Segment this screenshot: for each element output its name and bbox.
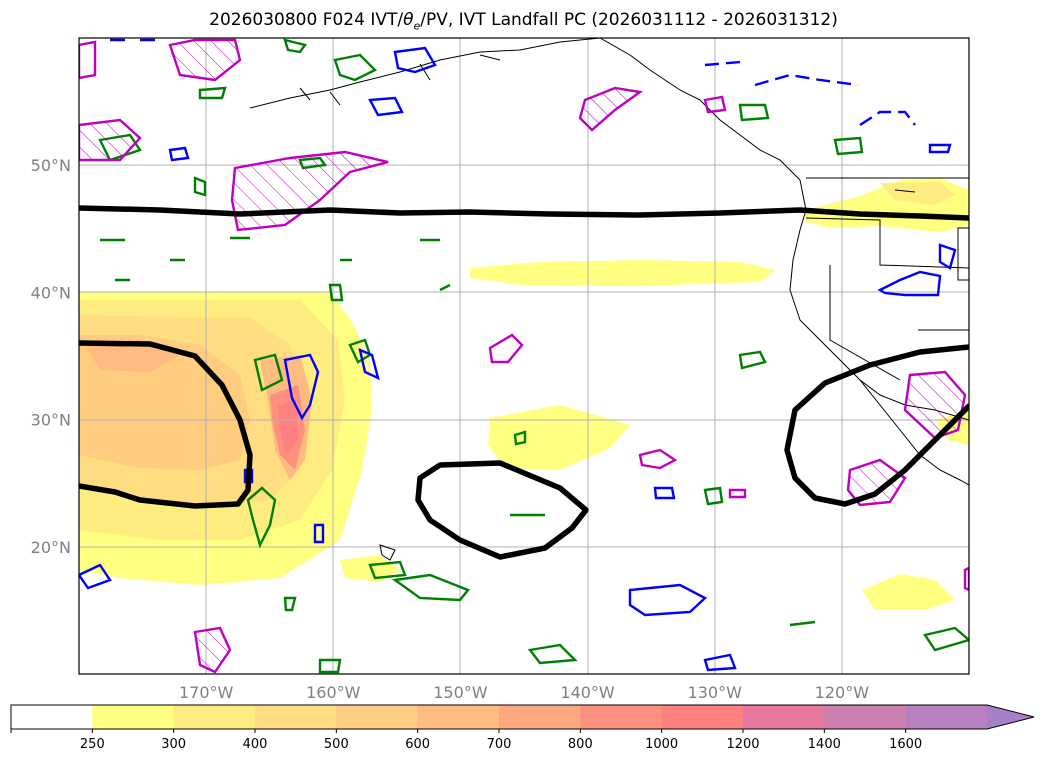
lat-label: 30°N bbox=[31, 411, 71, 430]
colorbar-tick-label: 1600 bbox=[889, 737, 922, 752]
colorbar-box bbox=[499, 705, 581, 729]
colorbar-box bbox=[661, 705, 744, 729]
gridlines bbox=[79, 38, 969, 674]
colorbar-tick-label: 500 bbox=[324, 737, 349, 752]
colorbar-box bbox=[173, 705, 256, 729]
pc-contours bbox=[79, 205, 969, 560]
colorbar-tick-label: 300 bbox=[161, 737, 186, 752]
colorbar-box bbox=[255, 705, 337, 729]
lon-label: 150°W bbox=[433, 683, 488, 702]
colorbar-outline bbox=[10, 704, 1035, 730]
lat-label: 20°N bbox=[31, 538, 71, 557]
colorbar-tick-label: 600 bbox=[405, 737, 430, 752]
lon-label: 130°W bbox=[688, 683, 743, 702]
title-theta: θ bbox=[403, 10, 414, 30]
colorbar-box bbox=[336, 705, 419, 729]
colorbar-box bbox=[11, 705, 93, 729]
lon-label: 170°W bbox=[179, 683, 234, 702]
map-title: 2026030800 F024 IVT/θe/PV, IVT Landfall … bbox=[0, 10, 1047, 32]
colorbar-tick-label: 1200 bbox=[726, 737, 759, 752]
colorbar-tick-label: 800 bbox=[568, 737, 593, 752]
title-prefix: 2026030800 F024 IVT/ bbox=[209, 10, 404, 30]
colorbar-box bbox=[824, 705, 907, 729]
latitude-labels: 50°N 40°N 30°N 20°N bbox=[31, 156, 71, 557]
map-content bbox=[79, 38, 969, 674]
colorbar-box bbox=[417, 705, 500, 729]
colorbar-extend-arrow bbox=[987, 705, 1034, 729]
pv-positive-contours bbox=[79, 38, 969, 674]
colorbar-box bbox=[905, 705, 988, 729]
colorbar-box bbox=[92, 705, 175, 729]
colorbar-tick-label: 700 bbox=[487, 737, 512, 752]
lon-label: 140°W bbox=[560, 683, 615, 702]
pv-negative-contours bbox=[79, 38, 957, 672]
lon-label: 160°W bbox=[306, 683, 361, 702]
title-suffix: /PV, IVT Landfall PC (2026031112 - 20260… bbox=[420, 10, 838, 30]
colorbar-tick-label: 400 bbox=[243, 737, 268, 752]
colorbar: 250 300 400 500 600 700 800 1000 1200 1400 1600 bbox=[10, 704, 1035, 752]
theta-e-contours bbox=[98, 38, 969, 674]
colorbar-tick-label: 250 bbox=[80, 737, 105, 752]
colorbar-tick-label: 1400 bbox=[808, 737, 841, 752]
longitude-labels: 170°W 160°W 150°W 140°W 130°W 120°W bbox=[179, 683, 869, 702]
map-frame bbox=[78, 37, 970, 675]
lon-label: 120°W bbox=[815, 683, 870, 702]
lat-label: 50°N bbox=[31, 156, 71, 175]
colorbar-tick-label: 1000 bbox=[645, 737, 678, 752]
title-theta-subscript: e bbox=[413, 19, 421, 33]
colorbar-box bbox=[580, 705, 663, 729]
lat-label: 40°N bbox=[31, 283, 71, 302]
colorbar-box bbox=[743, 705, 825, 729]
